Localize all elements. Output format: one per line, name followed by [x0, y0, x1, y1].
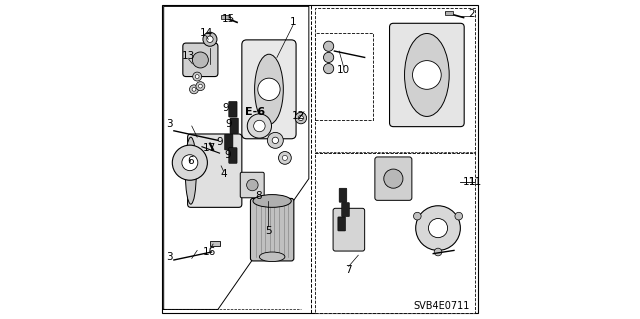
Circle shape	[298, 115, 303, 121]
Circle shape	[195, 75, 199, 78]
Circle shape	[192, 87, 196, 91]
FancyBboxPatch shape	[242, 40, 296, 139]
Text: 9: 9	[216, 137, 223, 147]
Bar	[445, 11, 453, 15]
Text: SVB4E0711: SVB4E0711	[413, 301, 469, 311]
Circle shape	[323, 63, 333, 74]
FancyBboxPatch shape	[338, 217, 346, 231]
Text: 3: 3	[166, 252, 173, 262]
Bar	[210, 241, 220, 246]
Bar	[316, 8, 475, 153]
Ellipse shape	[255, 54, 284, 124]
Circle shape	[253, 120, 265, 132]
Circle shape	[323, 52, 333, 63]
Circle shape	[172, 145, 207, 180]
Text: 4: 4	[220, 169, 227, 179]
Circle shape	[278, 152, 291, 164]
Text: 2: 2	[468, 9, 475, 19]
Circle shape	[272, 137, 278, 144]
Circle shape	[416, 206, 460, 250]
FancyBboxPatch shape	[228, 101, 237, 117]
Text: 9: 9	[223, 103, 229, 114]
Text: 12: 12	[292, 111, 305, 122]
FancyBboxPatch shape	[188, 134, 242, 207]
FancyBboxPatch shape	[375, 157, 412, 200]
Text: 8: 8	[255, 191, 262, 201]
Circle shape	[189, 85, 198, 94]
Circle shape	[207, 36, 213, 42]
Circle shape	[246, 179, 258, 191]
Ellipse shape	[259, 252, 285, 262]
FancyBboxPatch shape	[339, 188, 347, 202]
Circle shape	[434, 248, 442, 256]
Circle shape	[455, 212, 463, 220]
Circle shape	[384, 169, 403, 188]
Text: 9: 9	[224, 150, 231, 160]
Circle shape	[182, 155, 198, 171]
Text: 14: 14	[200, 28, 212, 38]
Text: 13: 13	[182, 51, 195, 61]
Circle shape	[198, 84, 202, 88]
Text: 10: 10	[337, 65, 350, 75]
Text: 17: 17	[203, 143, 216, 153]
Text: 7: 7	[346, 264, 352, 275]
Ellipse shape	[253, 195, 291, 207]
Text: 11: 11	[469, 177, 482, 187]
Circle shape	[258, 78, 280, 100]
Circle shape	[193, 72, 202, 81]
Circle shape	[247, 114, 271, 138]
Circle shape	[428, 219, 447, 238]
Bar	[316, 33, 372, 120]
Text: 1: 1	[289, 17, 296, 27]
Ellipse shape	[185, 137, 196, 204]
FancyBboxPatch shape	[250, 198, 294, 261]
FancyBboxPatch shape	[183, 43, 218, 77]
Text: 3: 3	[166, 119, 173, 130]
Circle shape	[295, 112, 307, 124]
Text: E-6: E-6	[244, 107, 265, 117]
Text: 5: 5	[265, 226, 271, 236]
FancyBboxPatch shape	[333, 208, 365, 251]
FancyBboxPatch shape	[230, 118, 238, 134]
Circle shape	[203, 32, 217, 46]
Text: 9: 9	[226, 119, 232, 130]
FancyBboxPatch shape	[390, 23, 464, 127]
Circle shape	[268, 132, 284, 148]
Circle shape	[193, 52, 209, 68]
Circle shape	[323, 41, 333, 51]
Circle shape	[413, 61, 441, 89]
Circle shape	[282, 155, 287, 160]
FancyBboxPatch shape	[225, 134, 233, 150]
Circle shape	[413, 212, 421, 220]
Text: 16: 16	[203, 247, 216, 257]
FancyBboxPatch shape	[240, 172, 264, 198]
Circle shape	[196, 82, 205, 91]
Text: 6: 6	[188, 156, 194, 166]
Bar	[221, 15, 230, 19]
Text: 15: 15	[222, 14, 235, 24]
Ellipse shape	[404, 33, 449, 116]
FancyBboxPatch shape	[342, 203, 349, 217]
Bar	[316, 153, 475, 313]
Text: 11: 11	[462, 177, 476, 187]
FancyBboxPatch shape	[228, 148, 237, 163]
